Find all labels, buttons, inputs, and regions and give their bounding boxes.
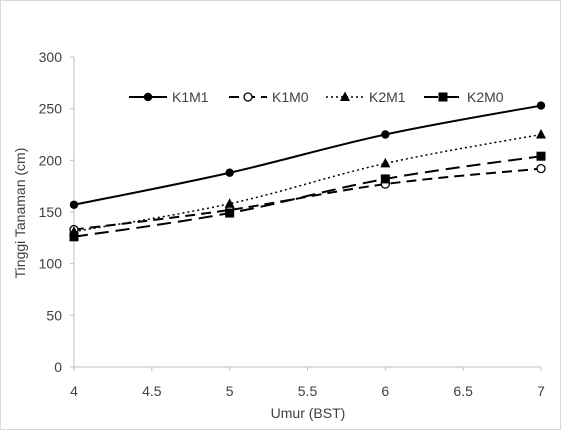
x-axis-label: Umur (BST) (271, 405, 346, 421)
legend-marker (143, 92, 153, 102)
x-tick-label: 7 (537, 383, 545, 399)
y-axis-label: Tinggi Tanaman (cm) (12, 148, 28, 279)
legend-item-k1m1: K1M1 (129, 89, 209, 105)
x-tick-label: 6.5 (453, 383, 473, 399)
x-tick-label: 6 (381, 383, 389, 399)
legend-marker (243, 92, 253, 102)
data-point (536, 151, 546, 161)
x-tick-label: 4 (70, 383, 78, 399)
series-layer (69, 101, 546, 242)
data-point (536, 101, 546, 110)
legend-marker (340, 91, 350, 101)
data-point (69, 200, 79, 209)
data-point (381, 130, 390, 139)
legend-item-k2m0: K2M0 (424, 89, 504, 105)
y-tick-label: 200 (39, 152, 63, 168)
data-point (380, 174, 390, 184)
y-tick-label: 100 (39, 256, 63, 272)
legend-item-k2m1: K2M1 (326, 89, 406, 105)
y-tick-label: 50 (46, 307, 62, 323)
legend-label: K1M1 (172, 89, 209, 105)
series-line (73, 167, 542, 231)
series-k2m1 (69, 129, 546, 236)
legend-label: K1M0 (272, 89, 309, 105)
x-tick-label: 5.5 (298, 383, 318, 399)
series-k1m1 (69, 101, 546, 209)
axes: 0 50 100 150 200 250 300 4 4.5 5 5.5 6 6.5 7 (39, 49, 545, 399)
legend: K1M1 K1M0 K2M1 K2M0 (129, 89, 504, 105)
data-point (225, 168, 234, 177)
y-tick-label: 300 (39, 49, 63, 65)
series-k2m0 (69, 151, 546, 242)
y-tick-label: 250 (39, 101, 63, 117)
data-point (225, 208, 235, 218)
series-line (73, 155, 542, 238)
y-tick-label: 150 (39, 204, 63, 220)
legend-item-k1m0: K1M0 (229, 89, 309, 105)
legend-label: K2M1 (369, 89, 406, 105)
series-k1m0 (69, 163, 546, 235)
x-tick-label: 4.5 (142, 383, 162, 399)
legend-marker (438, 92, 448, 102)
data-point (536, 163, 546, 174)
data-point (380, 157, 391, 168)
legend-label: K2M0 (467, 89, 504, 105)
data-point (536, 129, 546, 139)
series-line (73, 133, 542, 233)
x-tick-label: 5 (226, 383, 234, 399)
y-tick-label: 0 (54, 359, 62, 375)
data-point (224, 198, 235, 208)
data-point (69, 232, 79, 242)
series-line (73, 104, 542, 206)
